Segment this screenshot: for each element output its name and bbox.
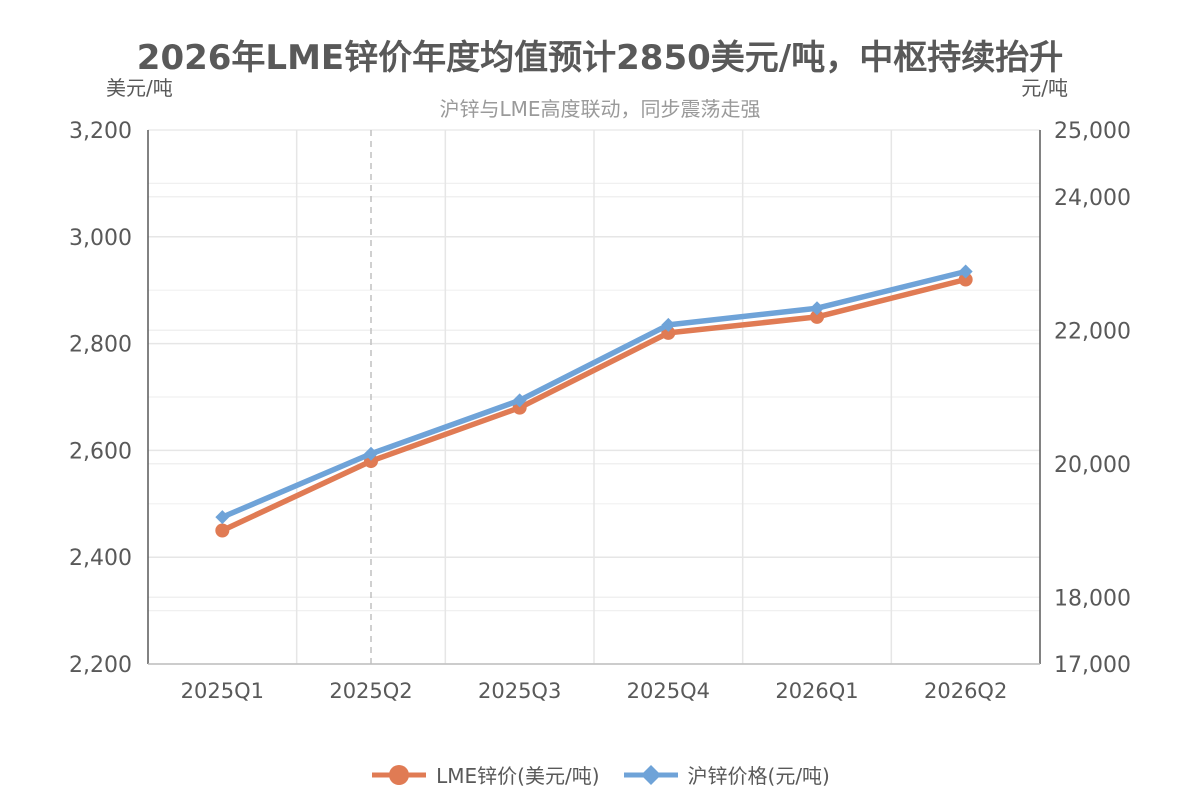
series-2	[215, 264, 973, 525]
data-point	[810, 309, 824, 324]
chart-subtitle: 沪锌与LME高度联动，同步震荡走强	[439, 97, 761, 121]
legend-swatch	[623, 764, 678, 785]
left-tick-label: 2,400	[69, 546, 132, 571]
right-tick-label: 18,000	[1054, 586, 1131, 611]
x-tick-label: 2025Q3	[478, 679, 561, 703]
axis-layer: 2,200 2,400 2,600 2,800 3,000 3,200 17,000 18,0…	[69, 119, 1131, 703]
x-tick-label: 2026Q1	[775, 679, 858, 703]
right-tick-label: 25,000	[1054, 119, 1131, 144]
chart-title: 2026年LME锌价年度均值预计2850美元/吨，中枢持续抬升	[136, 38, 1064, 78]
right-tick-label: 24,000	[1054, 186, 1131, 211]
legend-item: 沪锌价格(元/吨)	[622, 760, 830, 789]
x-tick-label: 2026Q2	[924, 679, 1007, 703]
right-tick-label: 17,000	[1054, 653, 1131, 678]
left-tick-label: 3,200	[69, 119, 132, 144]
data-point	[215, 510, 230, 525]
right-tick-label: 22,000	[1054, 319, 1131, 344]
x-tick-label: 2025Q1	[181, 679, 264, 703]
legend-marker	[389, 764, 410, 785]
legend-marker	[640, 764, 661, 785]
data-point	[810, 301, 824, 316]
left-tick-label: 2,200	[69, 653, 132, 678]
left-tick-label: 2,600	[69, 439, 132, 464]
right-axis-unit: 元/吨	[1021, 76, 1068, 100]
series-line	[219, 276, 969, 534]
legend-swatch	[372, 764, 427, 785]
x-tick-label: 2025Q4	[627, 679, 710, 703]
x-tick-label: 2025Q2	[329, 679, 412, 703]
legend-label: 沪锌价格(元/吨)	[687, 764, 830, 788]
chart-legend: LME锌价(美元/吨) 沪锌价格(元/吨)	[0, 760, 1200, 789]
legend-item: LME锌价(美元/吨)	[370, 760, 600, 789]
legend-label: LME锌价(美元/吨)	[436, 764, 600, 788]
left-tick-label: 2,800	[69, 333, 132, 358]
data-point	[661, 317, 676, 332]
right-tick-label: 20,000	[1054, 453, 1131, 478]
data-point	[958, 264, 973, 279]
data-point	[364, 446, 378, 461]
left-axis-unit: 美元/吨	[106, 76, 173, 100]
data-point	[215, 523, 230, 538]
left-tick-label: 3,000	[69, 226, 132, 251]
data-point	[512, 393, 527, 408]
grid-layer	[148, 129, 1040, 665]
series-line	[219, 268, 969, 520]
data-point	[958, 272, 973, 287]
series-layer	[215, 264, 973, 538]
